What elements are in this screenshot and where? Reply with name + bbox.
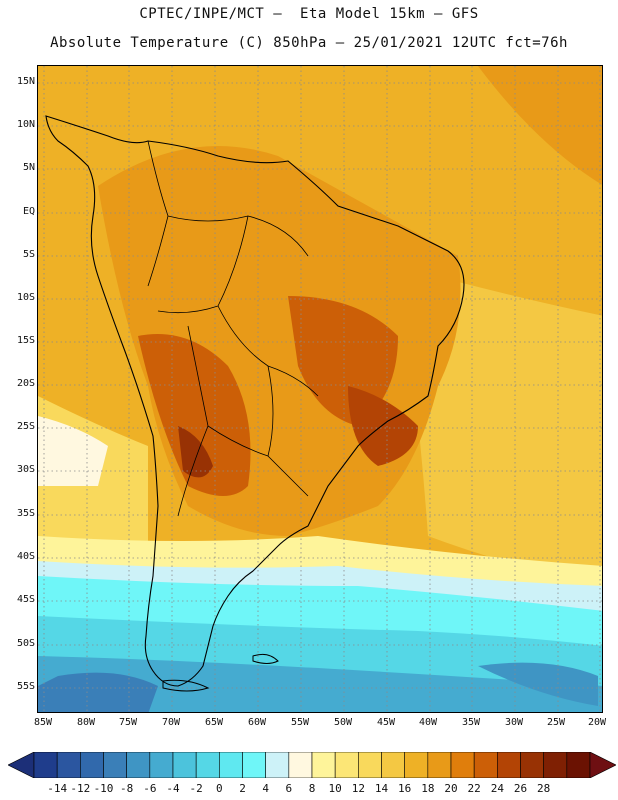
colorbar-swatch [473, 752, 498, 778]
lon-label: 50W [333, 717, 353, 728]
field-cold-patch [478, 662, 598, 706]
field-north-atlantic [478, 66, 602, 185]
colorbar-swatch [126, 752, 151, 778]
lon-label: 40W [418, 717, 438, 728]
colorbar-tick-label: 2 [239, 782, 246, 795]
lat-label: 40S [16, 551, 35, 562]
colorbar-swatch [334, 752, 359, 778]
colorbar-tick-label: 12 [351, 782, 365, 795]
lat-label: 10S [16, 292, 35, 303]
graticule [38, 66, 602, 712]
colorbar-swatch [450, 752, 475, 778]
country-borders [147, 140, 319, 517]
colorbar-tick-label: -4 [166, 782, 180, 795]
lat-label: 15N [16, 76, 35, 87]
colorbar-swatch [242, 752, 266, 778]
colorbar-tick-label: -8 [120, 782, 134, 795]
lon-label: 80W [76, 717, 96, 728]
colorbar-tick-label: 16 [398, 782, 412, 795]
coastline [45, 115, 465, 687]
lat-label: EQ [22, 206, 35, 217]
colorbar-swatch [195, 752, 220, 778]
lon-label: 60W [247, 717, 267, 728]
colorbar-tick-label: -6 [143, 782, 157, 795]
colorbar-tick-label: 18 [421, 782, 435, 795]
lon-label: 20W [587, 717, 607, 728]
temperature-map [38, 66, 602, 712]
map-panel [37, 65, 603, 713]
colorbar-tick-label: 28 [537, 782, 551, 795]
field-hot-core [178, 426, 213, 478]
colorbar-swatch [404, 752, 429, 778]
colorbar-tick-label: 14 [374, 782, 389, 795]
lon-label: 55W [290, 717, 310, 728]
colorbar-swatch [172, 752, 197, 778]
colorbar-tick-label: 6 [285, 782, 293, 795]
colorbar-swatch [103, 752, 127, 778]
colorbar-tick-label: 26 [513, 782, 528, 795]
field-cold-core [38, 672, 158, 712]
colorbar-swatch [33, 752, 58, 778]
colorbar-tick-label: -12 [70, 782, 91, 795]
chart-title: CPTEC/INPE/MCT – Eta Model 15km – GFS [139, 6, 479, 22]
lon-label: 25W [546, 717, 566, 728]
lon-label: 45W [376, 717, 396, 728]
lat-label: 35S [16, 508, 35, 519]
colorbar-tick-label: 8 [308, 782, 316, 795]
field-chaco-hot [138, 334, 251, 496]
chart-subtitle: Absolute Temperature (C) 850hPa – 25/01/… [50, 35, 568, 51]
lon-label: 75W [118, 717, 138, 728]
lon-label: 30W [504, 717, 524, 728]
colorbar-swatch [56, 752, 81, 778]
colorbar-swatch [80, 752, 104, 778]
lat-label: 25S [16, 421, 35, 432]
colorbar-tick-label: 20 [444, 782, 458, 795]
lat-label: 55S [16, 681, 35, 692]
colorbar-swatch [427, 752, 452, 778]
lon-label: 35W [461, 717, 481, 728]
colorbar-tick-label: 24 [490, 782, 504, 795]
field-brazil-core [348, 386, 418, 466]
colorbar-swatch [358, 752, 382, 778]
colorbar-swatch [520, 752, 544, 778]
colorbar-swatch [497, 752, 521, 778]
colorbar-end-low [8, 752, 35, 778]
colorbar-swatch [288, 752, 313, 778]
lat-label: 10N [16, 119, 35, 130]
lon-label: 70W [161, 717, 181, 728]
colorbar-swatch [381, 752, 405, 778]
lat-label: 5N [22, 162, 35, 173]
colorbar-swatch [219, 752, 243, 778]
lat-label: 15S [16, 335, 35, 346]
colorbar-tick-label: 10 [328, 782, 342, 795]
lat-label: 5S [22, 249, 35, 260]
colorbar-tick-label: 0 [216, 782, 223, 795]
colorbar-swatch [566, 752, 591, 778]
lon-label: 65W [204, 717, 224, 728]
lat-label: 45S [16, 594, 35, 605]
falkland-islands [252, 653, 279, 664]
field-pacific-pale [38, 416, 108, 486]
colorbar-swatch [311, 752, 336, 778]
lon-label: 85W [33, 717, 53, 728]
colorbar-swatch [265, 752, 290, 778]
field-band-coldest [38, 656, 602, 712]
colorbar-tick-label: 4 [262, 782, 269, 795]
colorbar-tick-label: -2 [189, 782, 203, 795]
colorbar-swatch [149, 752, 174, 778]
colorbar-tick-label: -10 [93, 782, 114, 795]
lat-label: 20S [16, 378, 35, 389]
lat-label: 30S [16, 464, 35, 475]
colorbar-tick-label: -14 [47, 782, 68, 795]
colorbar-end-high [589, 752, 616, 778]
lat-label: 50S [16, 638, 35, 649]
colorbar [8, 752, 616, 778]
colorbar-swatch [543, 752, 568, 778]
tierra-del-fuego [162, 679, 210, 692]
colorbar-tick-label: 22 [467, 782, 481, 795]
